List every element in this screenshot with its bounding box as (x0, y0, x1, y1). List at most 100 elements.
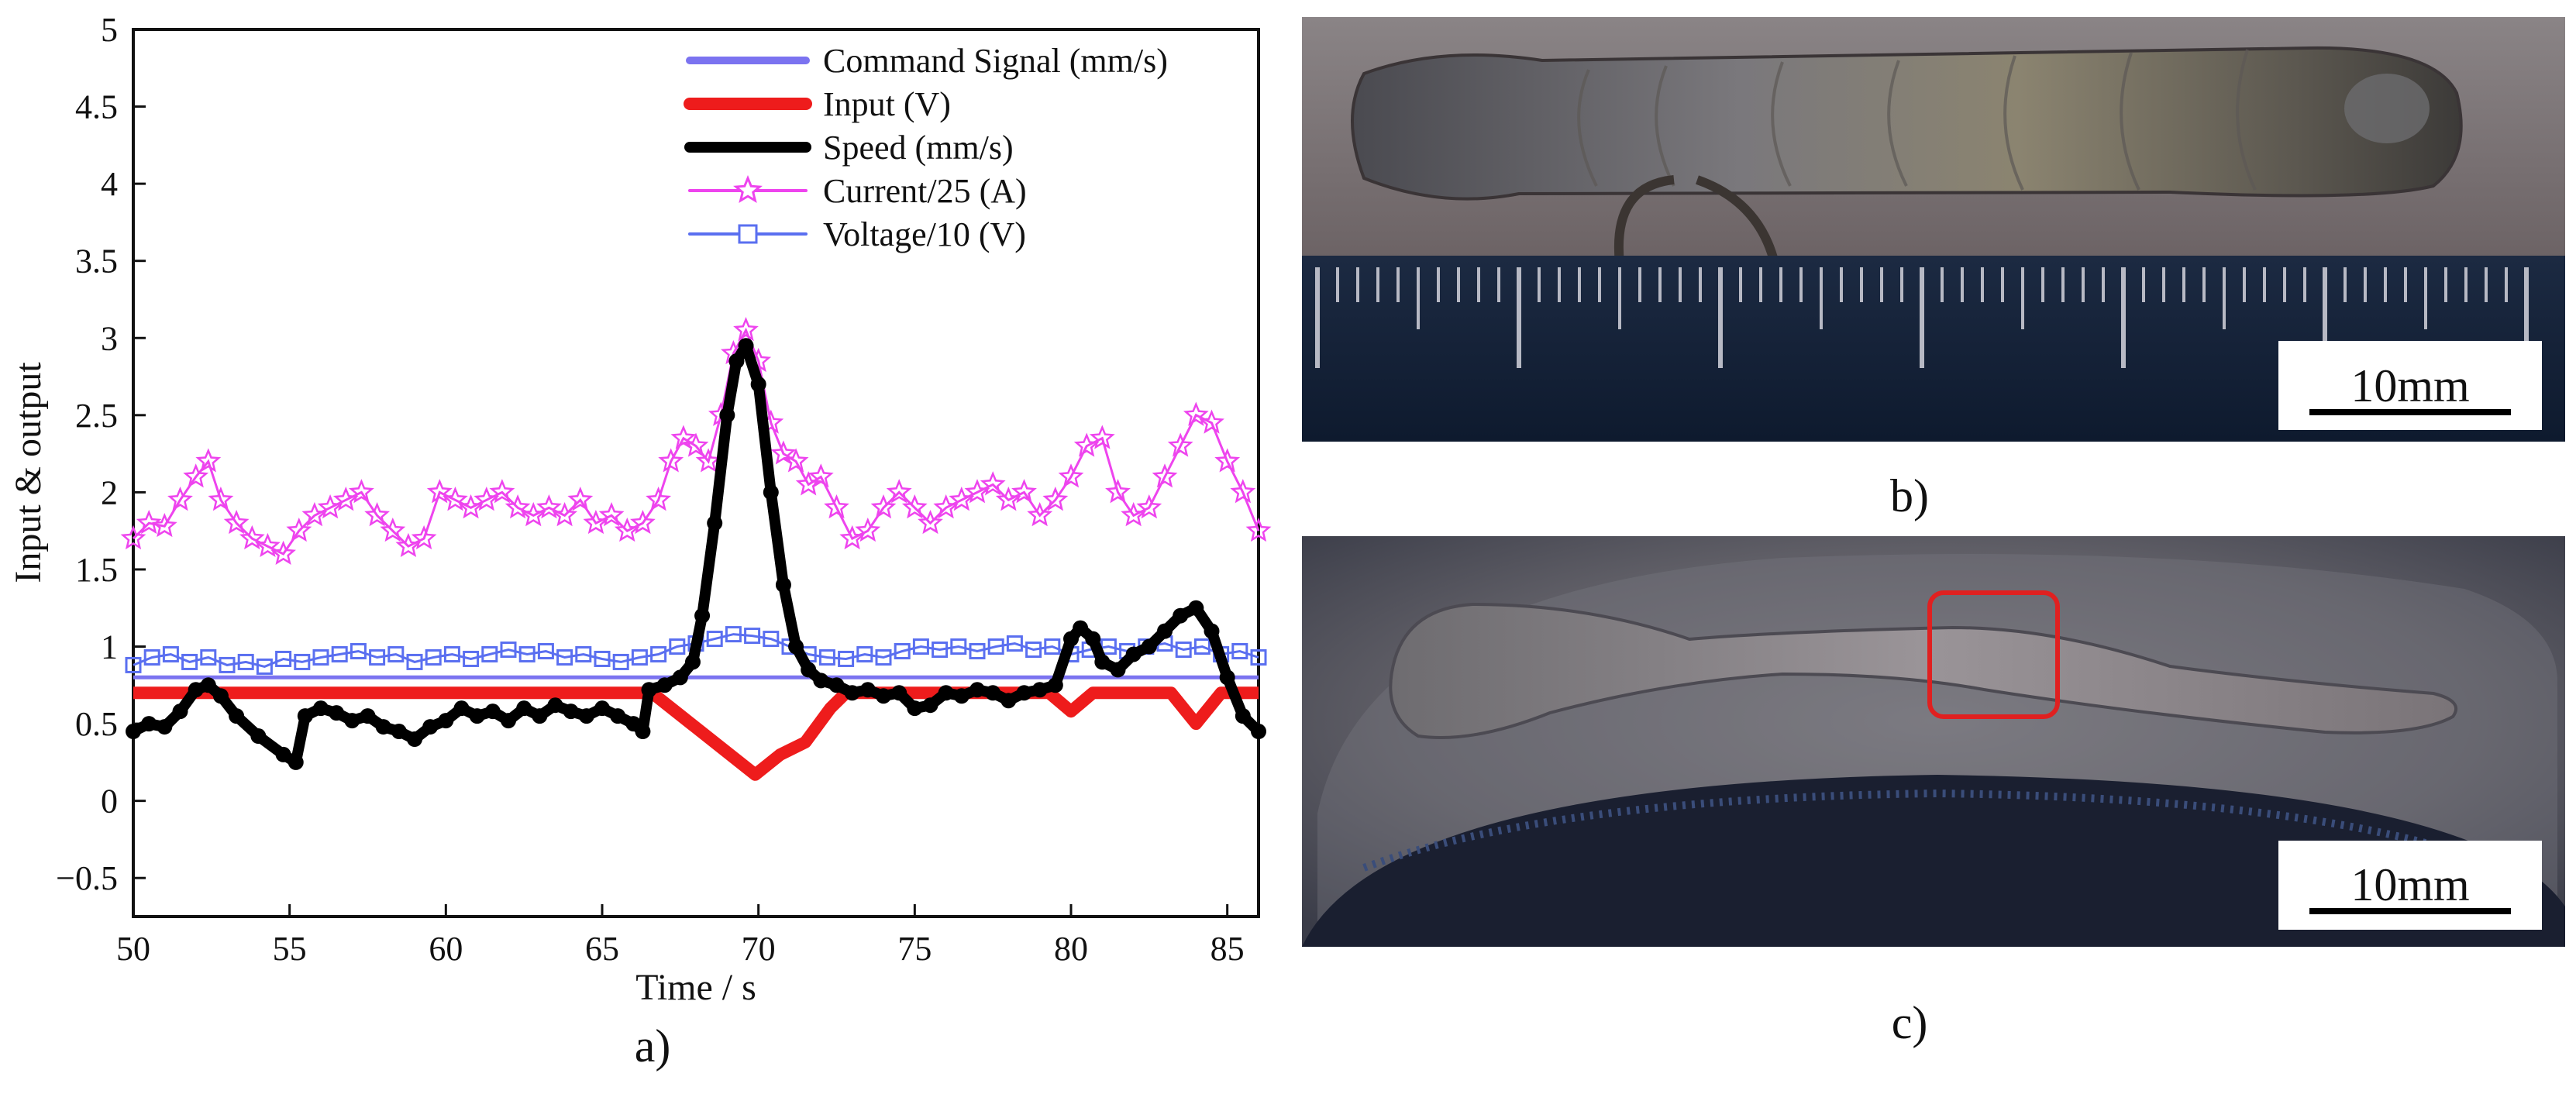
data-point (1044, 638, 1061, 655)
data-point (894, 642, 911, 659)
panel-label-a: a) (635, 1020, 671, 1072)
data-point (1125, 646, 1142, 662)
series-speed-mm-s (126, 338, 1266, 770)
data-point (501, 713, 516, 729)
data-point (411, 525, 437, 550)
data-point (695, 448, 721, 473)
data-point (594, 650, 611, 667)
data-point (646, 487, 672, 511)
legend-label: Command Signal (mm/s) (823, 42, 1168, 80)
data-point (744, 628, 761, 645)
data-point (141, 716, 157, 732)
data-point (1073, 620, 1089, 636)
data-point (707, 515, 723, 532)
data-point (1157, 623, 1173, 639)
data-point (520, 502, 546, 527)
data-point (375, 719, 391, 735)
data-point (1199, 409, 1224, 434)
data-point (406, 653, 423, 670)
data-point (505, 494, 531, 519)
data-point (808, 463, 834, 488)
x-tick-label: 65 (585, 930, 619, 968)
data-point (886, 479, 912, 504)
data-point (683, 432, 709, 457)
plot-frame (132, 28, 1260, 918)
chart-panel-a: −0.5 0 0.5 1 1.5 2 2.5 3 3.5 4 4.5 5 50 55 60 65 70 75 80… (8, 11, 1272, 1072)
data-point (188, 682, 204, 698)
data-point (547, 697, 563, 714)
y-tick-label: 0 (101, 783, 118, 820)
data-point (987, 638, 1004, 655)
data-point (297, 708, 313, 724)
data-point (537, 642, 554, 659)
data-point (964, 479, 990, 504)
data-point (859, 682, 876, 698)
y-tick-label: −0.5 (56, 859, 118, 897)
data-point (828, 677, 845, 693)
data-point (783, 448, 809, 473)
legend-label: Current/25 (A) (823, 172, 1027, 210)
data-point (918, 509, 943, 535)
scale-bar-label-b: 10mm (2350, 360, 2469, 411)
x-axis: 50 55 60 65 70 75 80 85 (116, 904, 1245, 968)
data-point (443, 645, 460, 662)
data-point (329, 705, 345, 721)
data-point (669, 638, 686, 655)
data-point (824, 494, 849, 519)
legend-item-input-v: Input (V) (684, 85, 951, 123)
data-point (1121, 502, 1147, 527)
series-layer (120, 317, 1272, 781)
data-point (1219, 669, 1235, 686)
data-point (1105, 479, 1131, 504)
x-tick-label: 80 (1054, 930, 1088, 968)
data-point (183, 463, 209, 488)
data-point (332, 487, 359, 511)
data-point (425, 648, 442, 666)
data-point (294, 653, 311, 670)
ruler-arc-c (1302, 775, 2565, 947)
data-point (922, 697, 938, 714)
y-tick-label: 4.5 (75, 88, 118, 126)
data-point (1152, 463, 1178, 488)
data-point (1000, 693, 1017, 709)
data-point (801, 662, 817, 678)
data-point (516, 700, 532, 717)
legend-item-current-25-a: Current/25 (A) (688, 172, 1027, 210)
y-tick-label: 1.5 (75, 551, 118, 589)
data-point (239, 525, 265, 550)
data-point (1204, 623, 1220, 639)
y-tick-label: 3 (101, 319, 118, 357)
data-point (1235, 708, 1251, 724)
data-point (219, 656, 236, 673)
data-point (635, 724, 651, 740)
weld-ripple-b (1577, 49, 2257, 191)
data-point (348, 479, 374, 504)
legend-item-voltage-10-v: Voltage/10 (V) (688, 215, 1026, 253)
data-point (788, 638, 804, 655)
data-point (484, 704, 501, 720)
data-point (136, 509, 162, 535)
x-tick-label: 70 (742, 930, 776, 968)
data-point (1031, 682, 1048, 698)
data-point (200, 648, 217, 666)
data-point (380, 517, 406, 542)
data-point (250, 728, 267, 745)
data-point (1167, 432, 1193, 457)
data-point (583, 509, 609, 535)
data-point (1085, 631, 1101, 647)
data-point (1214, 448, 1241, 473)
x-tick-label: 55 (273, 930, 307, 968)
x-tick-label: 85 (1211, 930, 1245, 968)
y-tick-label: 5 (101, 11, 118, 49)
data-point (1188, 600, 1204, 616)
data-point (331, 645, 348, 662)
data-point (763, 631, 780, 648)
data-point (1250, 648, 1267, 666)
data-point (407, 731, 422, 747)
photo-panel-c: 10mm c) (1302, 536, 2565, 1048)
data-point (469, 708, 485, 724)
data-point (270, 540, 296, 566)
data-point (1047, 677, 1063, 693)
x-tick-label: 60 (429, 930, 463, 968)
data-point (1094, 654, 1111, 670)
